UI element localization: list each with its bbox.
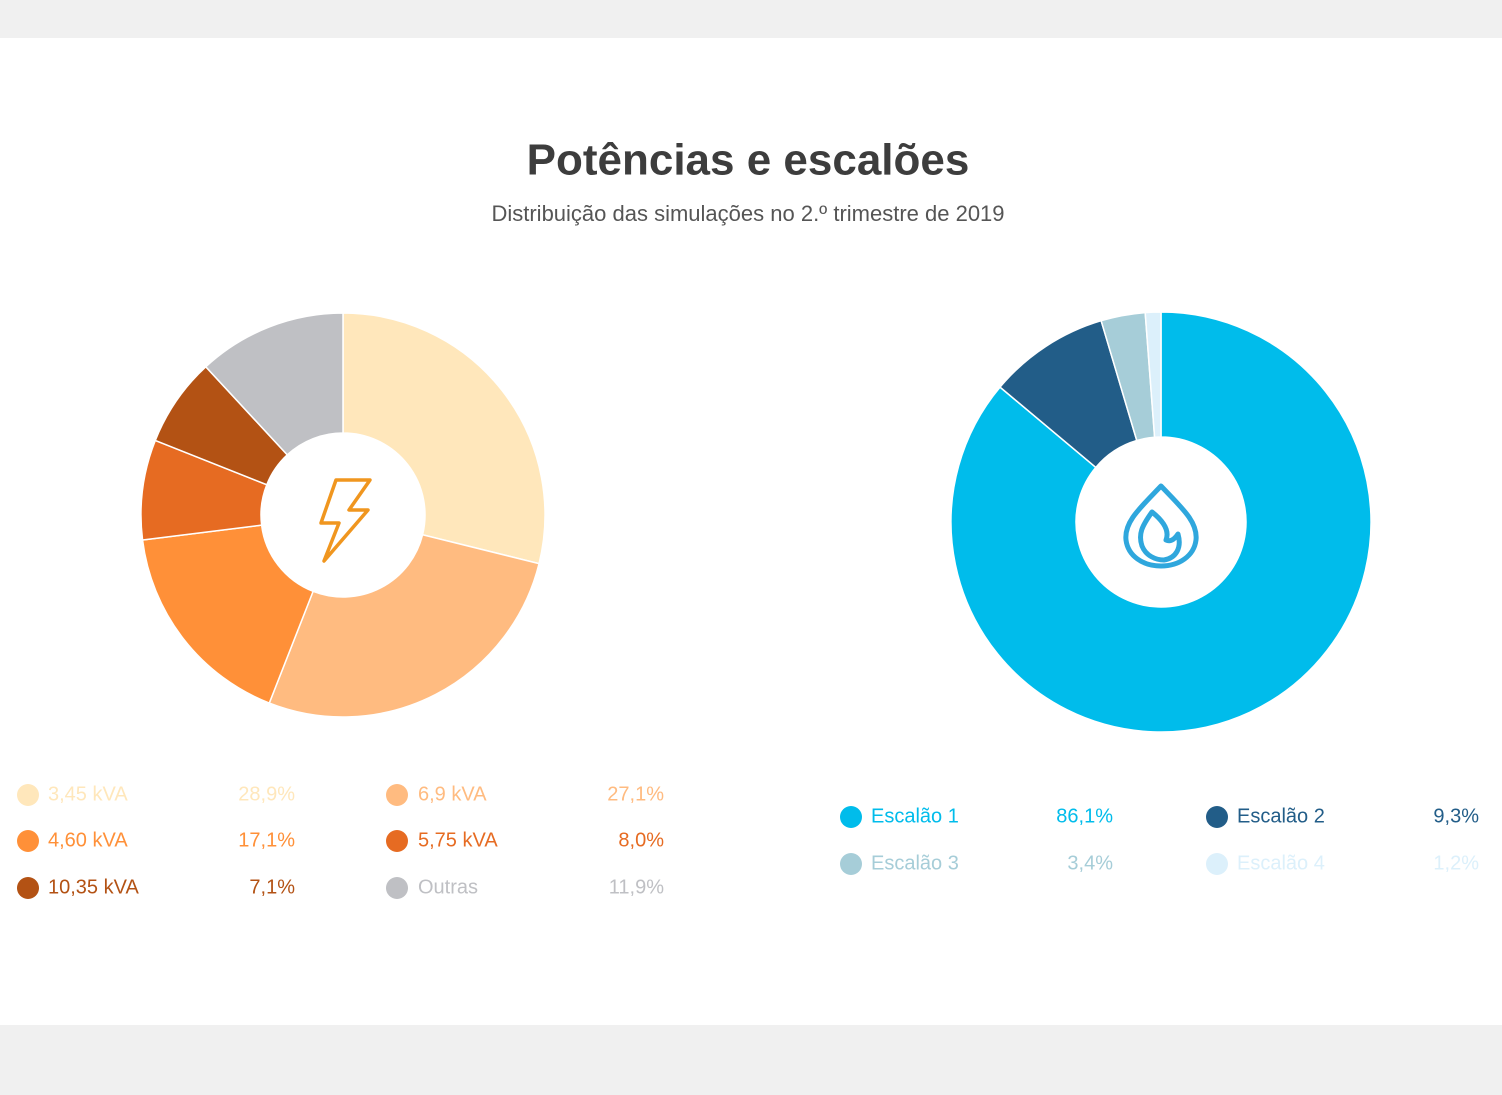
legend-label: Escalão 4 [1237,852,1325,874]
slice [141,524,315,705]
top-band [0,0,1502,38]
legend-value: 86,1% [1056,805,1113,827]
legend-label: 10,35 kVA [48,876,139,898]
legend-dot [386,830,408,852]
legend-value: 28,9% [238,783,295,805]
slice [204,312,344,456]
electricity-icon [319,478,372,563]
legend-dot [1206,853,1228,875]
legend-label: Outras [418,876,478,898]
legend-value: 8,0% [618,829,664,851]
legend-dot [1206,806,1228,828]
legend-value: 9,3% [1433,805,1479,827]
legend-dot [840,853,862,875]
legend-value: 17,1% [238,829,295,851]
slice [268,533,540,718]
legend-value: 1,2% [1433,852,1479,874]
slices [140,311,1372,733]
legend-label: 3,45 kVA [48,783,128,805]
legend-value: 3,4% [1067,852,1113,874]
legend-dot [17,877,39,899]
legend-label: 4,60 kVA [48,829,128,851]
legend-label: Escalão 3 [871,852,959,874]
title: Potências e escalões [527,136,970,185]
legend-value: 11,9% [609,876,664,898]
subtitle: Distribuição das simulações no 2.º trime… [491,201,1004,226]
slice [1144,311,1162,439]
legend-value: 7,1% [249,876,295,898]
legend-dot [386,784,408,806]
legend-dot [386,877,408,899]
legend-dot [17,830,39,852]
legend-dot [17,784,39,806]
legend-label: 5,75 kVA [418,829,498,851]
slice [342,312,546,565]
legend-value: 27,1% [607,783,664,805]
legend-label: 6,9 kVA [418,783,487,805]
slice [950,311,1372,733]
legend-dot [840,806,862,828]
bottom-band [0,1025,1502,1095]
legend-label: Escalão 2 [1237,805,1325,827]
legend-label: Escalão 1 [871,805,959,827]
gas-icon [1123,483,1199,569]
